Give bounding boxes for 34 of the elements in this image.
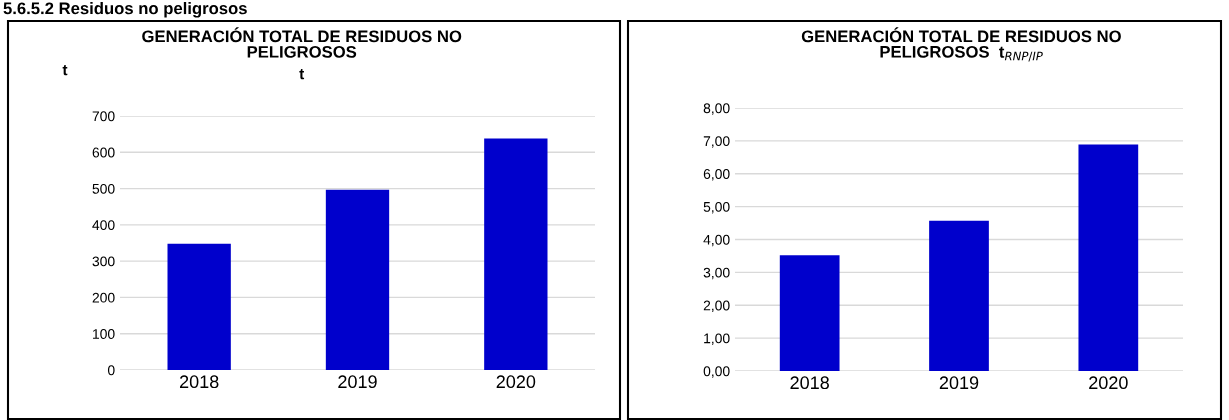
bar: [325, 189, 390, 370]
y-tick-label: 0: [107, 365, 115, 376]
y-tick-label: 200: [92, 292, 115, 303]
y-tick-label: 4,00: [703, 234, 730, 247]
chart-title: GENERACIÓN TOTAL DE RESIDUOS NO PELIGROSOS: [142, 27, 462, 58]
y-tick-label: 8,00: [703, 103, 730, 115]
x-tick-label: 2020: [496, 375, 536, 389]
y-tick-label: 700: [92, 111, 115, 122]
y-tick-label: 400: [92, 220, 115, 231]
y-tick-label: 3,00: [703, 267, 730, 280]
chart-title: GENERACIÓN TOTAL DE RESIDUOS NO PELIGROSOS t$_{RNP/IP}$: [801, 27, 1121, 62]
y-tick-label: 100: [93, 329, 115, 339]
chart-subtitle: t: [299, 69, 305, 80]
y-tick-label: 1,00: [704, 333, 730, 345]
text: 5.6.5.2 Residuos no peligrosos: [3, 2, 247, 18]
bar: [779, 255, 840, 371]
y-tick-label: 600: [92, 147, 115, 158]
y-tick-label: 6,00: [703, 169, 730, 181]
y-tick-label: 5,00: [703, 201, 730, 214]
bar: [929, 220, 989, 371]
x-tick-label: 2019: [939, 376, 979, 390]
x-tick-label: 2019: [338, 375, 377, 389]
y-tick-label: 500: [92, 183, 115, 194]
bar: [167, 243, 231, 370]
x-tick-label: 2018: [179, 375, 219, 389]
y-tick-label: 7,00: [703, 136, 730, 148]
y-tick-label: 2,00: [703, 300, 730, 313]
bar: [1078, 144, 1139, 371]
y-tick-label: 0,00: [703, 366, 730, 378]
y-axis-title: t: [62, 65, 68, 76]
x-tick-label: 2018: [790, 376, 829, 390]
y-tick-label: 300: [92, 256, 115, 267]
bar: [484, 138, 548, 370]
x-tick-label: 2020: [1089, 376, 1128, 390]
